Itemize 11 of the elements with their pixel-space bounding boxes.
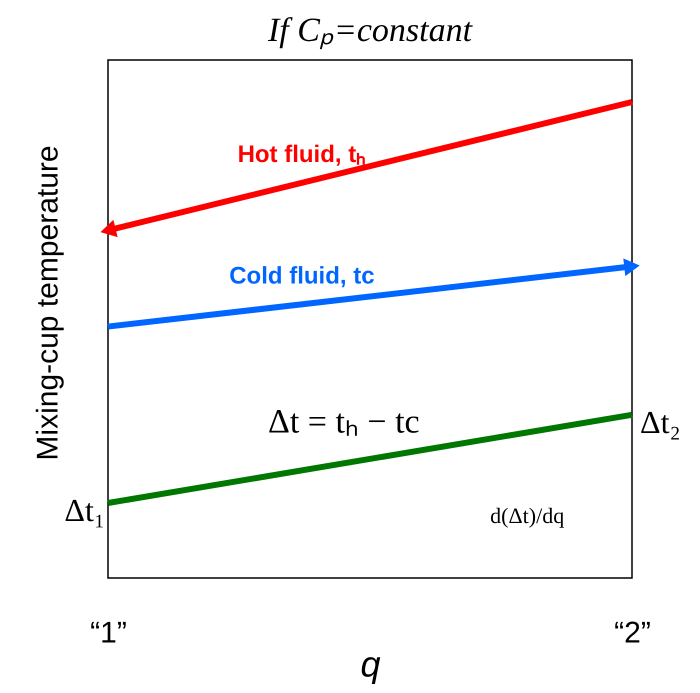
x-tick-label: “2”: [614, 616, 651, 650]
annotation: Δt₂: [640, 404, 681, 440]
series-label: Cold fluid, tc: [229, 262, 375, 290]
x-tick-label: “1”: [90, 616, 127, 650]
annotation: d(Δt)/dq: [490, 502, 564, 528]
chart-title: If Cₚ=constant: [266, 12, 474, 50]
annotation: Δt₁: [64, 492, 105, 528]
annotation: Δt = tₕ − tc: [268, 404, 420, 441]
y-axis-title: Mixing-cup temperature: [32, 145, 64, 461]
x-axis-title: q: [360, 644, 381, 684]
series-label: Hot fluid, tₕ: [238, 140, 366, 168]
